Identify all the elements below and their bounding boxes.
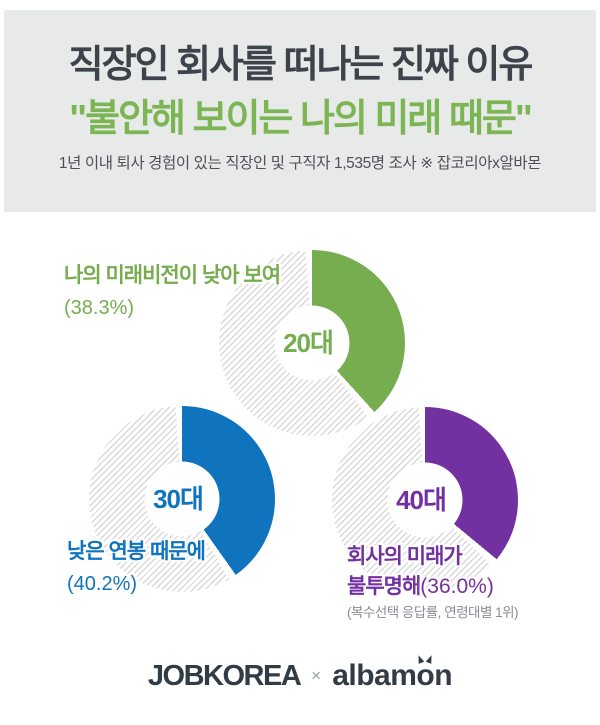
callout-40s-percent: (36.0%) <box>420 575 494 598</box>
callout-30s-percent: (40.2%) <box>67 573 138 595</box>
callout-40s-text-line2: 불투명해 <box>347 575 421 598</box>
page-subtitle-quote: "불안해 보이는 나의 미래 때문" <box>69 98 533 140</box>
header: 직장인 회사를 떠나는 진짜 이유 "불안해 보이는 나의 미래 때문" 1년 … <box>4 10 596 212</box>
survey-description: 1년 이내 퇴사 경험이 있는 직장인 및 구직자 1,535명 조사 ※ 잡코… <box>58 155 542 172</box>
footer-logos: JOBKOREA × albamo n <box>0 654 600 698</box>
x-separator-icon: × <box>311 666 322 685</box>
callout-20s-text: 나의 미래비전이 낮아 보여 <box>64 264 281 287</box>
albamon-horned-o: o <box>416 654 435 693</box>
donut-chart-30s: 30대 <box>89 406 275 592</box>
callout-40s: 회사의 미래가 불투명해(36.0%) <box>347 542 494 602</box>
albamon-text-pre: albam <box>332 659 417 692</box>
callout-20s-percent: (38.3%) <box>64 297 135 319</box>
donut-hole-40s <box>387 462 463 538</box>
donut-hole-20s <box>274 305 350 381</box>
callout-30s: 낮은 연봉 때문에 (40.2%) <box>67 537 206 599</box>
page-title: 직장인 회사를 떠나는 진짜 이유 <box>68 44 534 86</box>
jobkorea-logo: JOBKOREA <box>147 659 302 692</box>
age-label-20s: 20대 <box>283 328 334 359</box>
donut-hole-30s <box>144 461 220 537</box>
donut-chart-40s: 40대 <box>332 407 518 593</box>
callout-40s-text-line1: 회사의 미래가 <box>347 545 463 568</box>
albamon-text-post: n <box>434 659 453 692</box>
multi-select-note: (복수선택 응답률, 연령대별 1위) <box>347 605 519 620</box>
callout-30s-text: 낮은 연봉 때문에 <box>67 540 206 563</box>
albamon-logo: albamo n <box>332 654 453 693</box>
albamon-o-letter: o <box>416 659 435 692</box>
age-label-40s: 40대 <box>396 485 447 516</box>
donut-chart-20s: 20대 <box>219 250 405 436</box>
age-label-30s: 30대 <box>153 484 204 515</box>
callout-20s: 나의 미래비전이 낮아 보여 (38.3%) <box>64 261 281 323</box>
